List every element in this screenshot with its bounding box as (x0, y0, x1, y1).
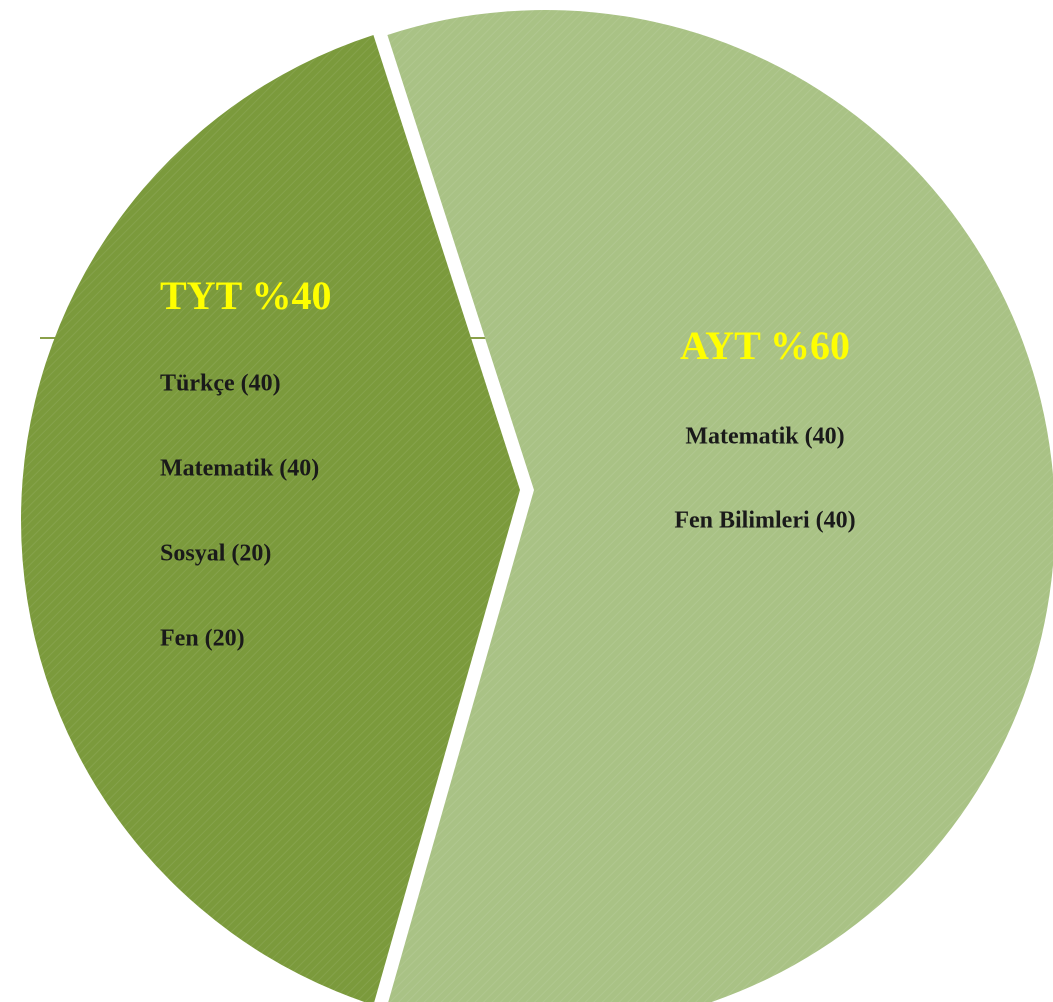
slice-item: Sosyal (20) (160, 541, 271, 567)
slice-item: Fen Bilimleri (40) (674, 508, 855, 534)
slice-item: Matematik (40) (160, 456, 319, 482)
value-label: %60 (770, 323, 850, 368)
slices (21, 10, 1053, 1002)
labels: TYT %40 Türkçe (40) Matematik (40) Sosyal (… (160, 273, 856, 651)
slice-item: Türkçe (40) (160, 371, 281, 397)
slice-item: Matematik (40) (685, 424, 844, 450)
slice-texture (21, 34, 520, 1002)
slice-label: TYT %40 (160, 273, 332, 318)
category-name: TYT (160, 273, 243, 318)
slice-item: Fen (20) (160, 626, 245, 652)
category-name: AYT (680, 323, 761, 368)
slice-texture (387, 10, 1053, 1002)
slice-label: AYT %60 (680, 323, 850, 368)
value-label: %40 (252, 273, 332, 318)
